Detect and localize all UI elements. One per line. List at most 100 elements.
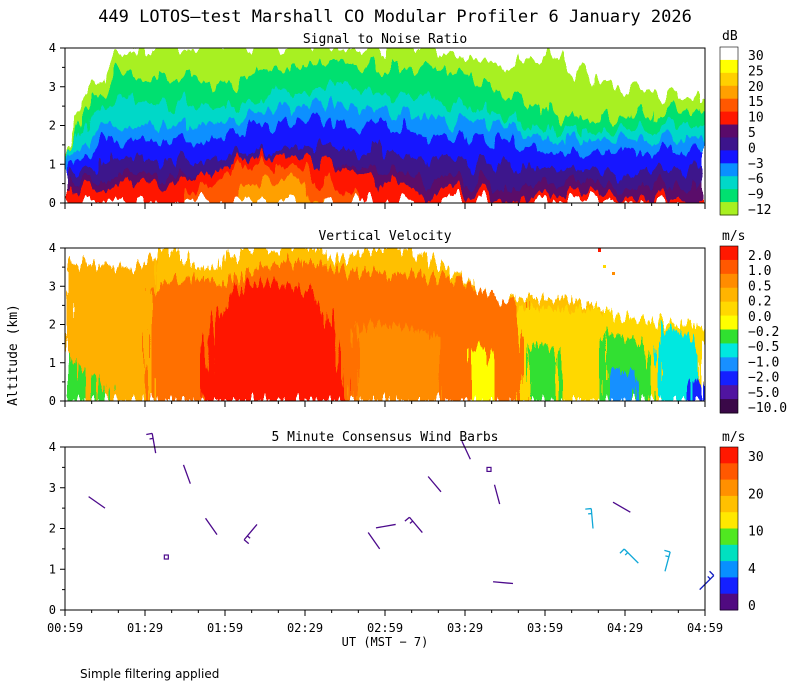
colorbar-swatch	[720, 287, 738, 303]
colorbar-unit: dB	[722, 29, 738, 44]
colorbar-swatch	[720, 150, 738, 164]
colorbar-swatch	[720, 479, 738, 497]
filter-note: Simple filtering applied	[80, 667, 220, 681]
colorbar-swatch	[720, 111, 738, 126]
colorbar-label: 0.0	[748, 310, 771, 325]
snr-panel: Signal to Noise Ratio	[64, 32, 706, 204]
wind-barb	[699, 570, 715, 591]
wind-barb	[585, 507, 594, 529]
x-tick-label: 02:29	[287, 621, 323, 635]
y-tick-label: 4	[49, 241, 56, 255]
wind-barb	[404, 516, 423, 533]
colorbar-swatch	[720, 593, 738, 611]
colorbar-swatch	[720, 447, 738, 464]
vv-title: Vertical Velocity	[318, 229, 451, 244]
y-tick-label: 1	[49, 157, 56, 171]
colorbar-label: −10.0	[748, 401, 787, 416]
x-tick-label: 03:59	[527, 621, 563, 635]
colorbar-swatch	[720, 59, 738, 74]
colorbar-2: m/s30 20 10 4 0	[719, 430, 764, 614]
wind-barb	[427, 476, 442, 493]
x-axis-label: UT (MST − 7)	[342, 635, 429, 649]
colorbars: dB302520151050−3−6−9−12m/s2.01.00.50.20.…	[719, 29, 787, 614]
colorbar-label: −0.5	[748, 340, 779, 355]
colorbar-swatch	[720, 202, 738, 216]
x-tick-label: 00:59	[47, 621, 83, 635]
colorbar-swatch	[720, 124, 738, 138]
y-tick-label: 0	[49, 394, 56, 408]
y-tick-label: 0	[49, 196, 56, 210]
colorbar-label: −6	[748, 172, 764, 187]
colorbar-swatch	[720, 315, 738, 330]
y-tick-label: 2	[49, 522, 56, 536]
colorbar-label: 20	[748, 80, 764, 95]
colorbar-label: 1.0	[748, 264, 771, 279]
wind-barb	[88, 496, 106, 509]
colorbar-label: 4	[748, 562, 756, 577]
colorbar-unit: m/s	[722, 229, 745, 244]
x-tick-label: 04:29	[607, 621, 643, 635]
vv-panel: Vertical Velocity	[64, 229, 706, 402]
snr-title: Signal to Noise Ratio	[303, 32, 467, 47]
colorbar-label: −0.2	[748, 325, 779, 340]
y-axis-label: Altitude (km)	[6, 304, 21, 406]
wind-barb	[163, 554, 169, 560]
y-tick-label: 1	[49, 562, 56, 576]
axes: 0 1 2 3 4 0 1 2 3 4 0 1 2 3 4 00:59 01:29 01:59 02:29 02:59…	[47, 41, 723, 635]
colorbar-label: −3	[748, 157, 764, 172]
colorbar-label: 0	[748, 599, 756, 614]
wind-barb	[375, 523, 396, 529]
colorbar-swatch	[720, 98, 738, 113]
y-tick-label: 0	[49, 603, 56, 617]
colorbar-swatch	[720, 495, 738, 513]
wind-panel: 5 Minute Consensus Wind Barbs	[64, 430, 715, 611]
y-tick-label: 2	[49, 119, 56, 133]
wind-barbs	[88, 432, 715, 591]
colorbar-swatch	[720, 176, 738, 190]
colorbar-swatch	[720, 85, 738, 100]
colorbar-label: −2.0	[748, 371, 779, 386]
colorbar-label: 0	[748, 141, 756, 156]
colorbar-label: 10	[748, 111, 764, 126]
snr-band-25	[230, 180, 325, 203]
figure-title: 449 LOTOS—test Marshall CO Modular Profi…	[98, 7, 692, 27]
colorbar-swatch	[720, 544, 738, 562]
colorbar-swatch	[720, 561, 738, 578]
colorbar-swatch	[720, 259, 738, 275]
wind-title: 5 Minute Consensus Wind Barbs	[272, 430, 499, 445]
colorbar-swatch	[720, 273, 738, 289]
colorbar-label: 20	[748, 487, 764, 502]
wind-barb	[461, 440, 471, 460]
colorbar-swatch	[720, 528, 738, 546]
colorbar-swatch	[720, 163, 738, 177]
colorbar-swatch	[720, 343, 738, 358]
colorbar-label: 5	[748, 126, 756, 141]
colorbar-swatch	[720, 189, 738, 203]
colorbar-label: 0.2	[748, 295, 771, 310]
colorbar-label: 0.5	[748, 279, 771, 294]
y-tick-label: 3	[49, 481, 56, 495]
x-tick-label: 04:59	[687, 621, 723, 635]
wind-barb	[182, 464, 191, 484]
wind-barb	[612, 501, 631, 513]
y-tick-label: 4	[49, 440, 56, 454]
colorbar-swatch	[720, 72, 738, 87]
y-tick-label: 3	[49, 80, 56, 94]
y-tick-label: 1	[49, 356, 56, 370]
wind-barb	[146, 432, 157, 454]
colorbar-label: 30	[748, 49, 764, 64]
colorbar-label: −9	[748, 188, 764, 203]
snr-heatmap	[65, 48, 705, 203]
x-tick-label: 01:59	[207, 621, 243, 635]
wind-barb	[619, 548, 639, 564]
vv-heatmap	[65, 248, 705, 401]
colorbar-label: −5.0	[748, 386, 779, 401]
colorbar-swatch	[720, 399, 738, 414]
colorbar-label: 2.0	[748, 249, 771, 264]
colorbar-swatch	[720, 357, 738, 372]
colorbar-swatch	[720, 301, 738, 317]
colorbar-label: 25	[748, 64, 764, 79]
colorbar-swatch	[720, 246, 738, 261]
wind-barb	[367, 532, 381, 550]
